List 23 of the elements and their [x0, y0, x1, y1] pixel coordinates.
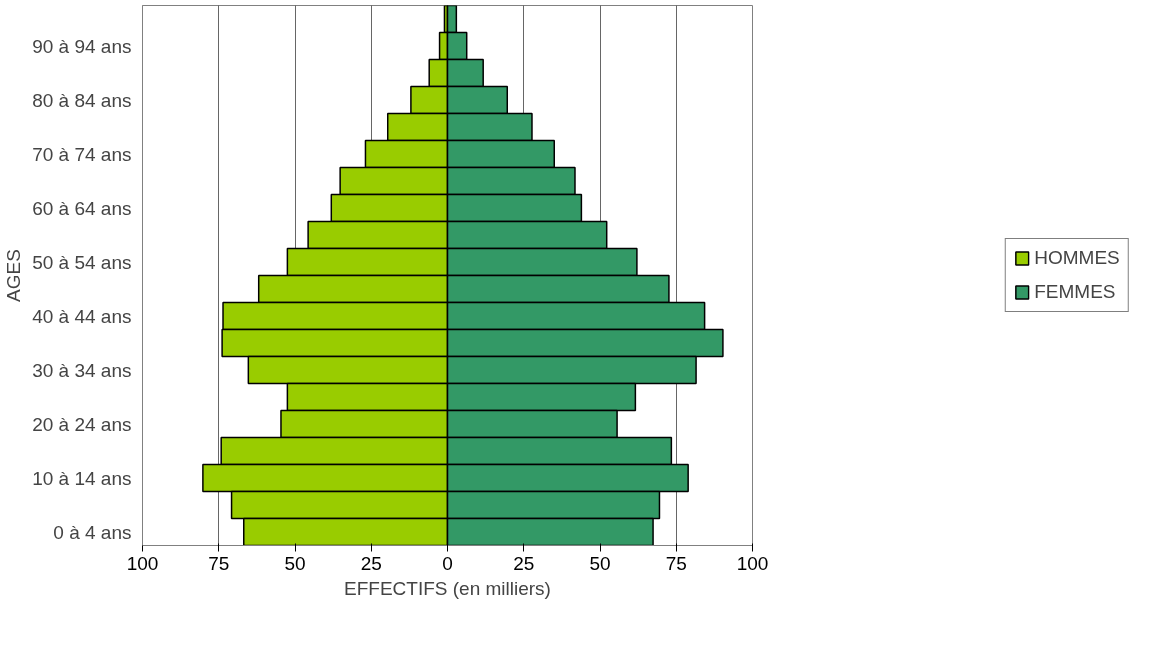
x-tick-label: 75 — [208, 552, 230, 574]
legend-label: HOMMES — [1034, 247, 1120, 269]
x-tick-label: 50 — [284, 552, 306, 574]
y-tick-label: 90 à 94 ans — [32, 35, 132, 57]
y-tick-label: 20 à 24 ans — [32, 413, 132, 435]
x-tick-label: 75 — [665, 552, 687, 574]
y-axis-title: AGES — [3, 249, 25, 302]
x-tick-label: 25 — [513, 552, 535, 574]
y-tick-label: 60 à 64 ans — [32, 197, 132, 219]
y-tick-label: 0 à 4 ans — [53, 521, 132, 543]
y-tick-label: 10 à 14 ans — [32, 467, 132, 489]
x-tick-label: 100 — [736, 552, 769, 574]
x-axis-title: EFFECTIFS (en milliers) — [344, 577, 551, 599]
legend-label: FEMMES — [1034, 281, 1116, 303]
x-tick-label: 50 — [589, 552, 611, 574]
x-tick-label: 25 — [360, 552, 382, 574]
y-tick-label: 50 à 54 ans — [32, 251, 132, 273]
y-tick-label: 40 à 44 ans — [32, 305, 132, 327]
x-tick-label: 100 — [126, 552, 159, 574]
y-tick-label: 80 à 84 ans — [32, 89, 132, 111]
y-tick-label: 30 à 34 ans — [32, 359, 132, 381]
y-tick-label: 70 à 74 ans — [32, 143, 132, 165]
x-tick-label: 0 — [442, 552, 453, 574]
